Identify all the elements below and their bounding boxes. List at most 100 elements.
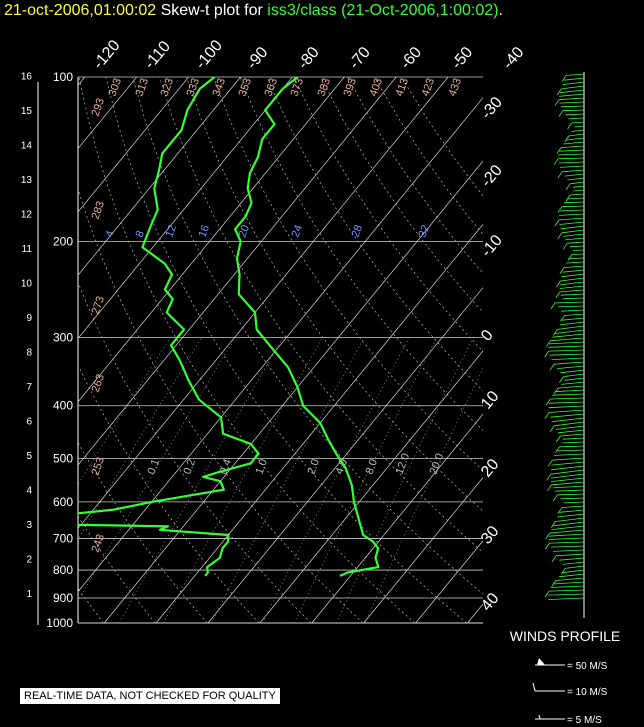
dry-adiabat-403: [320, 77, 483, 313]
dry-adiabat-393: [293, 77, 483, 352]
wind-barb: [552, 393, 585, 396]
theta-label-393: 393: [342, 77, 360, 98]
wind-barb: [561, 273, 585, 278]
wind-flag: [554, 99, 560, 106]
wind-barb: [561, 85, 585, 90]
dry-adiabat-433: [401, 77, 483, 197]
wind-barb: [562, 109, 585, 112]
theta-label-363: 363: [263, 77, 281, 98]
wind-barb: [567, 241, 585, 244]
wind-barb: [557, 385, 585, 389]
wind-barb: [558, 153, 585, 156]
isotherm--40: [78, 77, 449, 529]
mixing-label-top-2: 12: [164, 223, 179, 239]
height-label-14: 14: [21, 141, 33, 152]
mixing-label-top-1: 8: [134, 229, 147, 239]
temp-top-label-0: -120: [90, 37, 124, 73]
isotherm--10: [155, 223, 483, 623]
pressure-label-900: 900: [53, 591, 73, 605]
theta-label-253: 253: [90, 456, 108, 477]
wind-barb: [570, 193, 585, 196]
mixing-label-low-3: 1.0: [254, 458, 271, 476]
wind-flag: [545, 340, 551, 347]
dry-adiabat-333: [132, 77, 483, 595]
isotherm-20: [311, 413, 483, 623]
wind-flag: [545, 542, 550, 550]
wind-barb: [560, 433, 585, 437]
wind-barb: [559, 321, 585, 326]
wind-barb: [559, 281, 585, 286]
height-label-11: 11: [22, 244, 33, 255]
height-label-9: 9: [26, 313, 32, 324]
wind-barb: [553, 361, 585, 365]
wind-barb: [552, 581, 585, 585]
wind-flag: [557, 171, 563, 179]
wind-flag: [557, 206, 563, 213]
wind-barb: [554, 489, 585, 492]
wind-flag: [544, 412, 550, 419]
temp-top-label-8: -40: [500, 44, 528, 73]
wind-barb: [548, 597, 585, 600]
wind-flag: [560, 568, 566, 575]
wind-flag: [565, 183, 571, 191]
theta-label-383: 383: [316, 77, 334, 98]
wind-barb: [562, 561, 585, 565]
wind-barb: [568, 117, 585, 120]
height-label-12: 12: [21, 210, 33, 221]
wind-barb: [549, 541, 585, 544]
wind-barb: [554, 389, 585, 393]
mixing-line-2: [163, 337, 323, 623]
pressure-grid: [77, 76, 483, 624]
wind-barb: [555, 425, 585, 430]
wind-barb: [548, 533, 585, 537]
height-label-1: 1: [26, 589, 32, 600]
wind-barb: [548, 401, 585, 404]
wind-barb: [558, 97, 585, 101]
mixing-line-20: [335, 337, 474, 623]
dry-adiabat-303: [78, 187, 364, 623]
temp-right-label-5: 20: [478, 456, 503, 481]
pressure-label-600: 600: [53, 495, 73, 509]
wind-profile-label: WINDS PROFILE: [510, 628, 620, 644]
wind-barb: [560, 293, 585, 296]
theta-label-323: 323: [159, 77, 177, 98]
wind-barb: [548, 349, 585, 352]
wind-flag: [545, 532, 551, 540]
dewpoint-trace: [78, 77, 260, 577]
theta-label-293: 293: [90, 97, 108, 118]
title-station: iss3/class (21-Oct-2006,1:00:02): [267, 2, 499, 19]
dry-adiabat-253: [78, 587, 104, 623]
wind-barb: [559, 509, 585, 513]
wind-barb: [563, 233, 585, 237]
wind-barb: [554, 301, 585, 304]
wind-flag: [561, 75, 567, 82]
wind-barb: [574, 125, 585, 128]
wind-barb: [554, 329, 585, 334]
mixing-label-low-4: 2.0: [306, 458, 323, 476]
theta-label-243: 243: [90, 533, 108, 554]
wind-legend-pennant: [537, 658, 545, 665]
wind-barb: [550, 477, 585, 482]
wind-barb: [571, 129, 585, 132]
height-label-5: 5: [26, 451, 32, 462]
wind-legend-label-1: = 10 M/S: [567, 687, 608, 698]
wind-barb: [561, 381, 585, 385]
height-label-2: 2: [26, 555, 32, 566]
wind-barb: [559, 557, 585, 561]
temp-top-label-2: -100: [192, 37, 226, 73]
wind-barb: [558, 217, 585, 221]
wind-barb: [559, 89, 585, 94]
wind-barb: [562, 269, 585, 273]
pressure-label-700: 700: [53, 531, 73, 545]
isotherm-0: [207, 287, 483, 623]
mixing-label-top-4: 20: [237, 223, 252, 239]
temp-top-label-6: -60: [397, 44, 425, 73]
wind-barb: [551, 481, 585, 486]
wind-flag: [549, 363, 555, 371]
wind-flag: [550, 302, 556, 310]
theta-label-313: 313: [134, 77, 152, 98]
wind-flag: [547, 484, 552, 492]
wind-flag: [559, 267, 565, 274]
temp-right-label-1: -20: [478, 162, 506, 191]
theta-label-263: 263: [90, 373, 108, 394]
